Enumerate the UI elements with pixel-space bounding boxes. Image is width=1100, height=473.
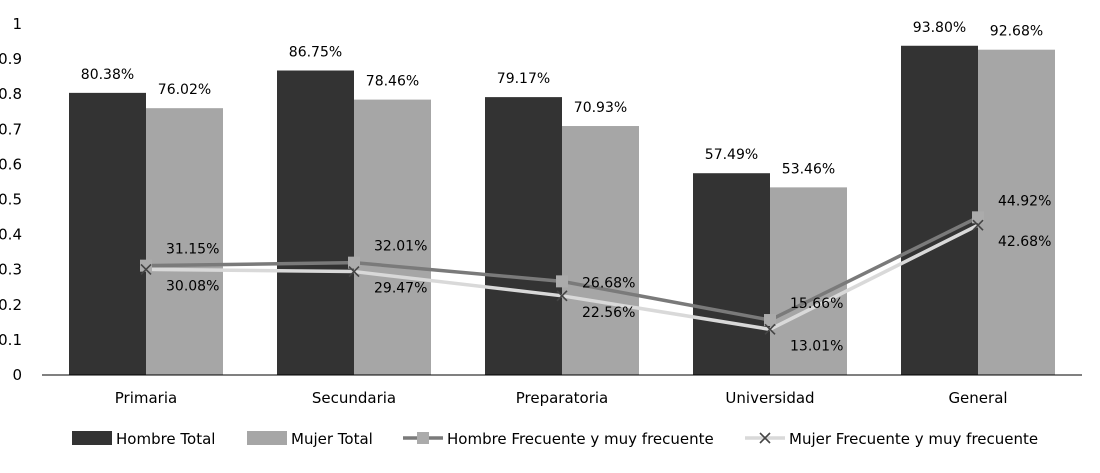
data-label-mujer-frecuente-y-muy-frecuente: 29.47% — [374, 281, 427, 297]
legend-label: Hombre Frecuente y muy frecuente — [447, 430, 714, 448]
legend-label: Mujer Total — [291, 430, 373, 448]
marker-hombre-frecuente-y-muy-frecuente-universidad — [764, 314, 776, 327]
marker-hombre-frecuente-y-muy-frecuente-primaria — [140, 259, 152, 272]
legend-label: Hombre Total — [116, 430, 215, 448]
data-label-hombre-total: 93.80% — [913, 20, 966, 36]
y-tick-label: 0.8 — [0, 85, 22, 103]
data-label-hombre-total: 86.75% — [289, 45, 342, 61]
data-labels: 80.38% 86.75% 79.17% 57.49% 93.80% 76.02% 78.4… — [81, 20, 1052, 355]
marker-mujer-frecuente-y-muy-frecuente-universidad — [764, 323, 776, 335]
bar-mujer-total-general — [978, 49, 1055, 375]
bar-mujer-total-preparatoria — [562, 126, 639, 375]
legend-swatch — [247, 431, 287, 445]
y-axis-ticks: 0 0.1 0.2 0.3 0.4 0.5 0.6 0.7 0.8 0.9 1 — [0, 15, 22, 384]
data-label-hombre-frecuente-y-muy-frecuente: 31.15% — [166, 242, 219, 258]
legend-item-hombre-total: Hombre Total — [72, 430, 215, 448]
data-label-mujer-total: 53.46% — [782, 161, 835, 177]
data-label-mujer-total: 70.93% — [574, 100, 627, 116]
marker-mujer-frecuente-y-muy-frecuente-secundaria — [348, 265, 360, 278]
data-label-mujer-total: 76.02% — [158, 82, 211, 98]
legend-marker — [417, 432, 429, 444]
legend-item-mujer-total: Mujer Total — [247, 430, 373, 448]
y-tick-label: 0 — [12, 366, 22, 384]
category-label: Secundaria — [312, 389, 396, 407]
legend: Hombre Total Mujer Total Hombre Frecuente … — [72, 430, 1038, 448]
data-label-mujer-frecuente-y-muy-frecuente: 22.56% — [582, 305, 635, 321]
bar-mujer-total-primaria — [146, 108, 223, 375]
legend-item-hombre-frecuente-y-muy-frecuente: Hombre Frecuente y muy frecuente — [403, 430, 714, 448]
y-tick-label: 0.1 — [0, 331, 22, 349]
category-label: Primaria — [115, 389, 177, 407]
category-label: Universidad — [725, 389, 814, 407]
y-tick-label: 0.4 — [0, 226, 22, 244]
y-tick-label: 0.9 — [0, 50, 22, 68]
bars — [69, 45, 1055, 376]
data-label-hombre-total: 79.17% — [497, 71, 550, 87]
data-label-hombre-total: 57.49% — [705, 147, 758, 163]
data-label-hombre-frecuente-y-muy-frecuente: 44.92% — [998, 193, 1051, 209]
data-label-hombre-total: 80.38% — [81, 67, 134, 83]
bar-hombre-total-general — [901, 45, 978, 376]
marker-mujer-frecuente-y-muy-frecuente-preparatoria — [556, 290, 568, 302]
data-label-mujer-frecuente-y-muy-frecuente: 13.01% — [790, 338, 843, 354]
marker-hombre-frecuente-y-muy-frecuente-secundaria — [348, 256, 360, 269]
legend-label: Mujer Frecuente y muy frecuente — [789, 430, 1038, 448]
bar-mujer-total-secundaria — [354, 99, 431, 375]
category-label: General — [948, 389, 1007, 407]
y-tick-label: 0.6 — [0, 155, 22, 173]
bar-hombre-total-primaria — [69, 92, 146, 375]
y-tick-label: 0.5 — [0, 191, 22, 209]
bar-hombre-total-universidad — [693, 173, 770, 375]
series-markers — [140, 211, 984, 335]
y-tick-label: 1 — [12, 15, 22, 33]
bar-hombre-total-preparatoria — [485, 97, 562, 376]
data-label-mujer-frecuente-y-muy-frecuente: 42.68% — [998, 234, 1051, 250]
data-label-hombre-frecuente-y-muy-frecuente: 26.68% — [582, 275, 635, 291]
bar-hombre-total-secundaria — [277, 70, 354, 375]
y-tick-label: 0.2 — [0, 296, 22, 314]
y-tick-label: 0.3 — [0, 261, 22, 279]
legend-swatch — [72, 431, 112, 445]
legend-marker — [759, 432, 771, 444]
data-label-mujer-total: 92.68% — [990, 24, 1043, 40]
marker-mujer-frecuente-y-muy-frecuente-general — [972, 219, 984, 231]
data-label-hombre-frecuente-y-muy-frecuente: 32.01% — [374, 239, 427, 255]
data-label-mujer-total: 78.46% — [366, 74, 419, 90]
marker-mujer-frecuente-y-muy-frecuente-primaria — [140, 263, 152, 275]
category-labels: Primaria Secundaria Preparatoria Universida… — [115, 389, 1008, 407]
category-label: Preparatoria — [516, 389, 609, 407]
y-tick-label: 0.7 — [0, 120, 22, 138]
data-label-hombre-frecuente-y-muy-frecuente: 15.66% — [790, 296, 843, 312]
legend-item-mujer-frecuente-y-muy-frecuente: Mujer Frecuente y muy frecuente — [745, 430, 1038, 448]
data-label-mujer-frecuente-y-muy-frecuente: 30.08% — [166, 278, 219, 294]
marker-hombre-frecuente-y-muy-frecuente-preparatoria — [556, 275, 568, 288]
bar-mujer-total-universidad — [770, 187, 847, 375]
marker-hombre-frecuente-y-muy-frecuente-general — [972, 211, 984, 224]
